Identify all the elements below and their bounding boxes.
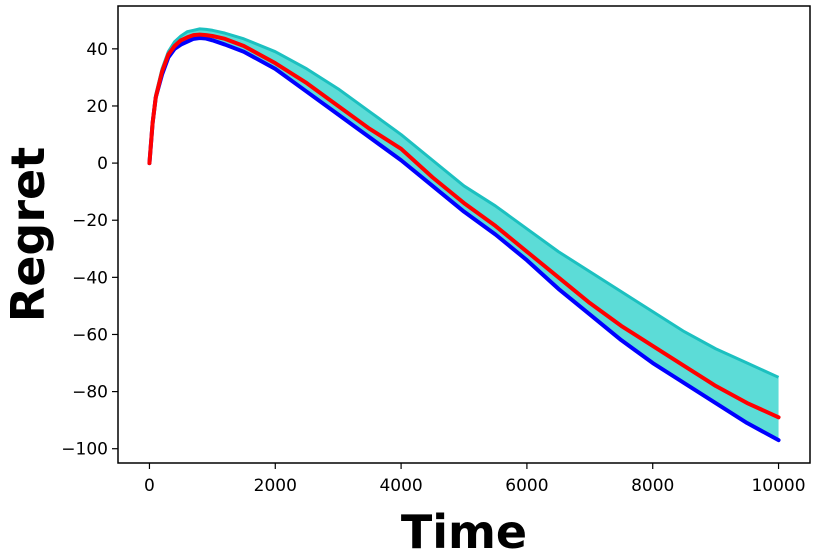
x-tick-label: 8000 [631,476,674,496]
y-tick-label: −40 [72,268,108,288]
x-axis-ticks: 0 2000 4000 6000 8000 10000 [144,463,806,496]
x-tick-label: 6000 [505,476,548,496]
y-axis-title: Regret [1,147,55,322]
x-tick-label: 4000 [379,476,422,496]
series-layer [147,32,781,443]
band-upper-edge [147,27,780,379]
y-tick-label: −20 [72,211,108,231]
series-line-0 [147,32,781,420]
y-tick-label: −100 [61,440,108,460]
y-tick-label: −60 [72,325,108,345]
y-tick-label: −80 [72,383,108,403]
x-tick-label: 2000 [254,476,297,496]
confidence-band-layer [147,27,780,441]
y-tick-label: 0 [97,154,108,174]
plot-frame [117,5,811,464]
y-tick-label: 20 [86,97,108,117]
y-axis-ticks: 40 20 0 −20 −40 −60 −80 −100 [61,40,118,460]
x-tick-label: 10000 [751,476,805,496]
y-tick-label: 40 [86,40,108,60]
x-tick-label: 0 [144,476,155,496]
x-axis-title: Time [401,505,527,559]
confidence-band [149,28,779,441]
